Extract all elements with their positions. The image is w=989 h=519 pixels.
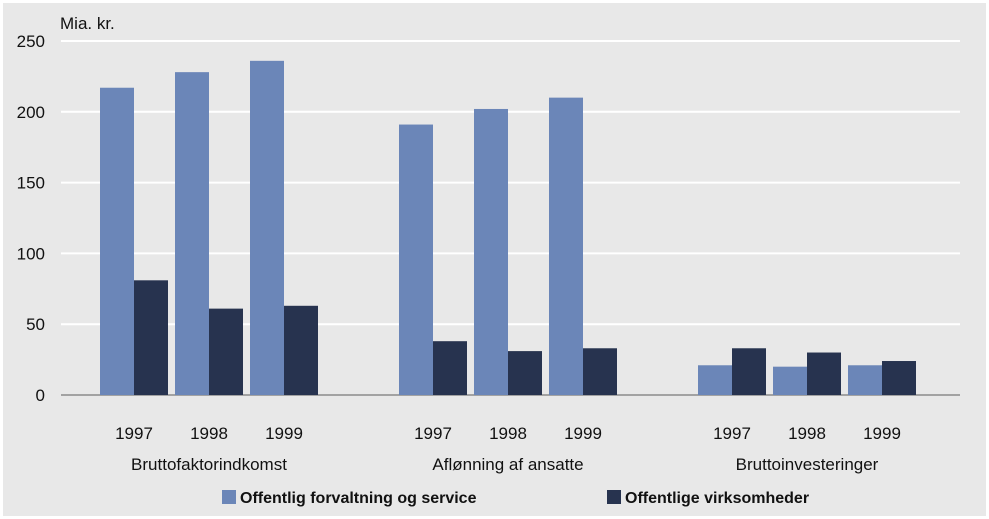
x-category-label: 1999 xyxy=(265,424,303,443)
bar-offentlig-forvaltning xyxy=(175,72,209,395)
x-category-label: 1998 xyxy=(190,424,228,443)
bar-offentlig-forvaltning xyxy=(773,366,807,395)
bar-offentlig-forvaltning xyxy=(549,97,583,395)
bar-offentlig-forvaltning xyxy=(848,365,882,395)
bar-offentlig-forvaltning xyxy=(698,365,732,395)
bar-offentlige-virksomheder xyxy=(583,348,617,395)
bar-chart: 0 50 100 150 200 250 Mia. kr. 1997 1998 1999 Bru… xyxy=(17,14,960,507)
x-category-label: 1997 xyxy=(713,424,751,443)
x-category-label: 1998 xyxy=(788,424,826,443)
bar-offentlig-forvaltning xyxy=(474,108,508,395)
legend-label: Offentlig forvaltning og service xyxy=(240,490,477,507)
y-tick-label: 0 xyxy=(36,386,45,405)
legend-swatch xyxy=(607,490,621,504)
x-group-label: Aflønning af ansatte xyxy=(432,455,583,474)
bars xyxy=(100,60,916,395)
y-axis-unit-label: Mia. kr. xyxy=(60,14,115,33)
x-group-label: Bruttofaktorindkomst xyxy=(131,455,287,474)
bar-offentlige-virksomheder xyxy=(209,308,243,395)
y-tick-label: 100 xyxy=(17,244,45,263)
y-tick-label: 150 xyxy=(17,174,45,193)
bar-offentlige-virksomheder xyxy=(433,341,467,395)
x-category-label: 1999 xyxy=(863,424,901,443)
bar-offentlige-virksomheder xyxy=(284,305,318,395)
x-category-label: 1997 xyxy=(414,424,452,443)
bar-offentlige-virksomheder xyxy=(882,361,916,395)
y-tick-label: 250 xyxy=(17,32,45,51)
chart-frame: 0 50 100 150 200 250 Mia. kr. 1997 1998 1999 Bru… xyxy=(3,3,986,516)
y-axis-ticks: 0 50 100 150 200 250 xyxy=(17,32,45,405)
x-group-label: Bruttoinvesteringer xyxy=(736,455,879,474)
bar-offentlig-forvaltning xyxy=(250,60,284,395)
legend-label: Offentlige virksomheder xyxy=(625,490,809,507)
bar-offentlige-virksomheder xyxy=(732,348,766,395)
bar-offentlige-virksomheder xyxy=(134,280,168,395)
bar-offentlig-forvaltning xyxy=(100,87,134,395)
y-tick-label: 50 xyxy=(26,315,45,334)
x-axis-labels: 1997 1998 1999 Bruttofaktorindkomst 1997 1998… xyxy=(115,424,901,474)
bar-offentlig-forvaltning xyxy=(399,124,433,395)
bar-offentlige-virksomheder xyxy=(508,351,542,395)
x-category-label: 1997 xyxy=(115,424,153,443)
y-tick-label: 200 xyxy=(17,103,45,122)
bar-offentlige-virksomheder xyxy=(807,352,841,395)
legend-swatch xyxy=(222,490,236,504)
x-category-label: 1999 xyxy=(564,424,602,443)
legend: Offentlig forvaltning og service Offentli… xyxy=(222,490,809,507)
x-category-label: 1998 xyxy=(489,424,527,443)
